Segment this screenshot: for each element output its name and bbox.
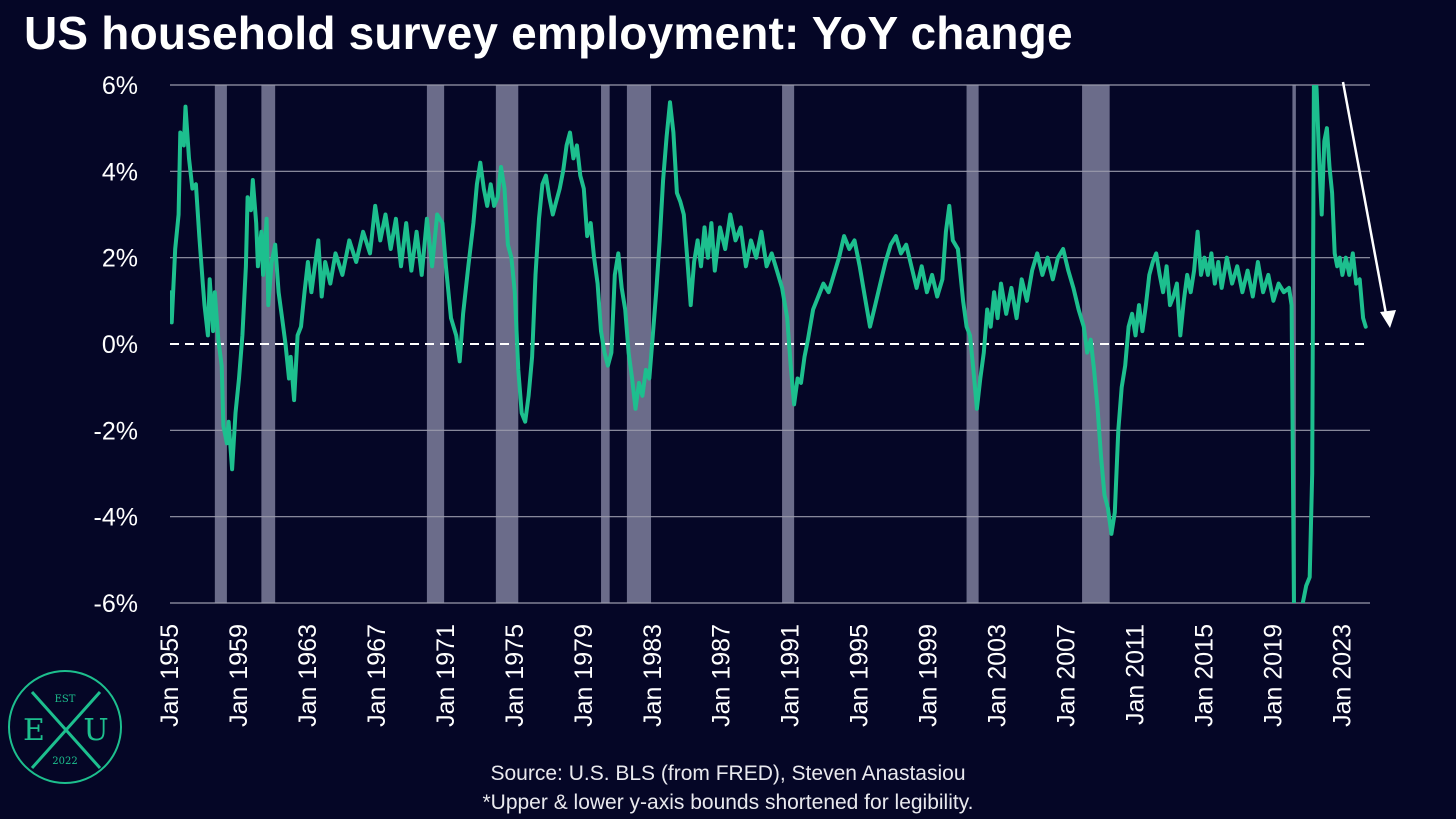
recession-bar-2: [426, 85, 445, 603]
logo-ring: [8, 670, 122, 784]
logo-x-stroke-2: [30, 690, 102, 770]
y-tick-label: -6%: [94, 590, 138, 618]
x-tick-label: Jan 1963: [294, 624, 322, 727]
x-tick-label: Jan 1959: [225, 624, 253, 727]
x-tick-label: Jan 2003: [984, 624, 1012, 727]
trend-arrow: [1341, 81, 1396, 328]
recession-bar-9: [1292, 85, 1296, 603]
y-axis-tick-labels: 6% 4% 2% 0% -2% -4% -6%: [94, 72, 138, 618]
x-tick-label: Jan 2007: [1053, 624, 1081, 727]
x-tick-label: Jan 1975: [501, 624, 529, 727]
gridlines: [170, 84, 1370, 604]
x-tick-label: Jan 1983: [639, 624, 667, 727]
trend-arrow-head: [1380, 310, 1396, 328]
x-tick-label: Jan 2011: [1122, 624, 1150, 725]
x-tick-label: Jan 1991: [777, 624, 805, 727]
logo-year-text: 2022: [52, 756, 77, 767]
y-tick-label: -2%: [94, 417, 138, 445]
x-tick-label: Jan 1971: [432, 624, 460, 727]
chart-title: US household survey employment: YoY chan…: [24, 7, 1073, 59]
x-tick-label: Jan 2023: [1328, 624, 1356, 727]
logo-letter-e: E: [23, 713, 45, 748]
x-axis-tick-labels: Jan 1955 Jan 1959 Jan 1963 Jan 1967 Jan 1971…: [156, 624, 1356, 727]
y-tick-label: 2%: [102, 245, 138, 273]
trend-arrow-shaft: [1341, 81, 1388, 315]
x-tick-label: Jan 1979: [570, 624, 598, 727]
x-tick-label: Jan 1995: [846, 624, 874, 727]
y-tick-label: 6%: [102, 72, 138, 100]
x-tick-label: Jan 1967: [363, 624, 391, 727]
logo-est-text: EST: [55, 694, 76, 705]
x-tick-label: Jan 1999: [915, 624, 943, 727]
series-layer: [170, 85, 1368, 603]
series-line-0: [170, 85, 1368, 603]
source-note: Source: U.S. BLS (from FRED), Steven Ana…: [490, 762, 966, 785]
y-tick-label: -4%: [94, 504, 138, 532]
x-tick-label: Jan 1955: [156, 624, 184, 727]
axis-bounds-note: *Upper & lower y-axis bounds shortened f…: [482, 791, 974, 814]
x-tick-label: Jan 2015: [1190, 624, 1218, 727]
x-tick-label: Jan 1987: [708, 624, 736, 727]
logo-letter-u: U: [83, 713, 108, 748]
eu-logo: EST E U 2022: [8, 670, 122, 784]
x-tick-label: Jan 2019: [1259, 624, 1287, 727]
y-tick-label: 4%: [102, 158, 138, 186]
y-tick-label: 0%: [102, 331, 138, 359]
